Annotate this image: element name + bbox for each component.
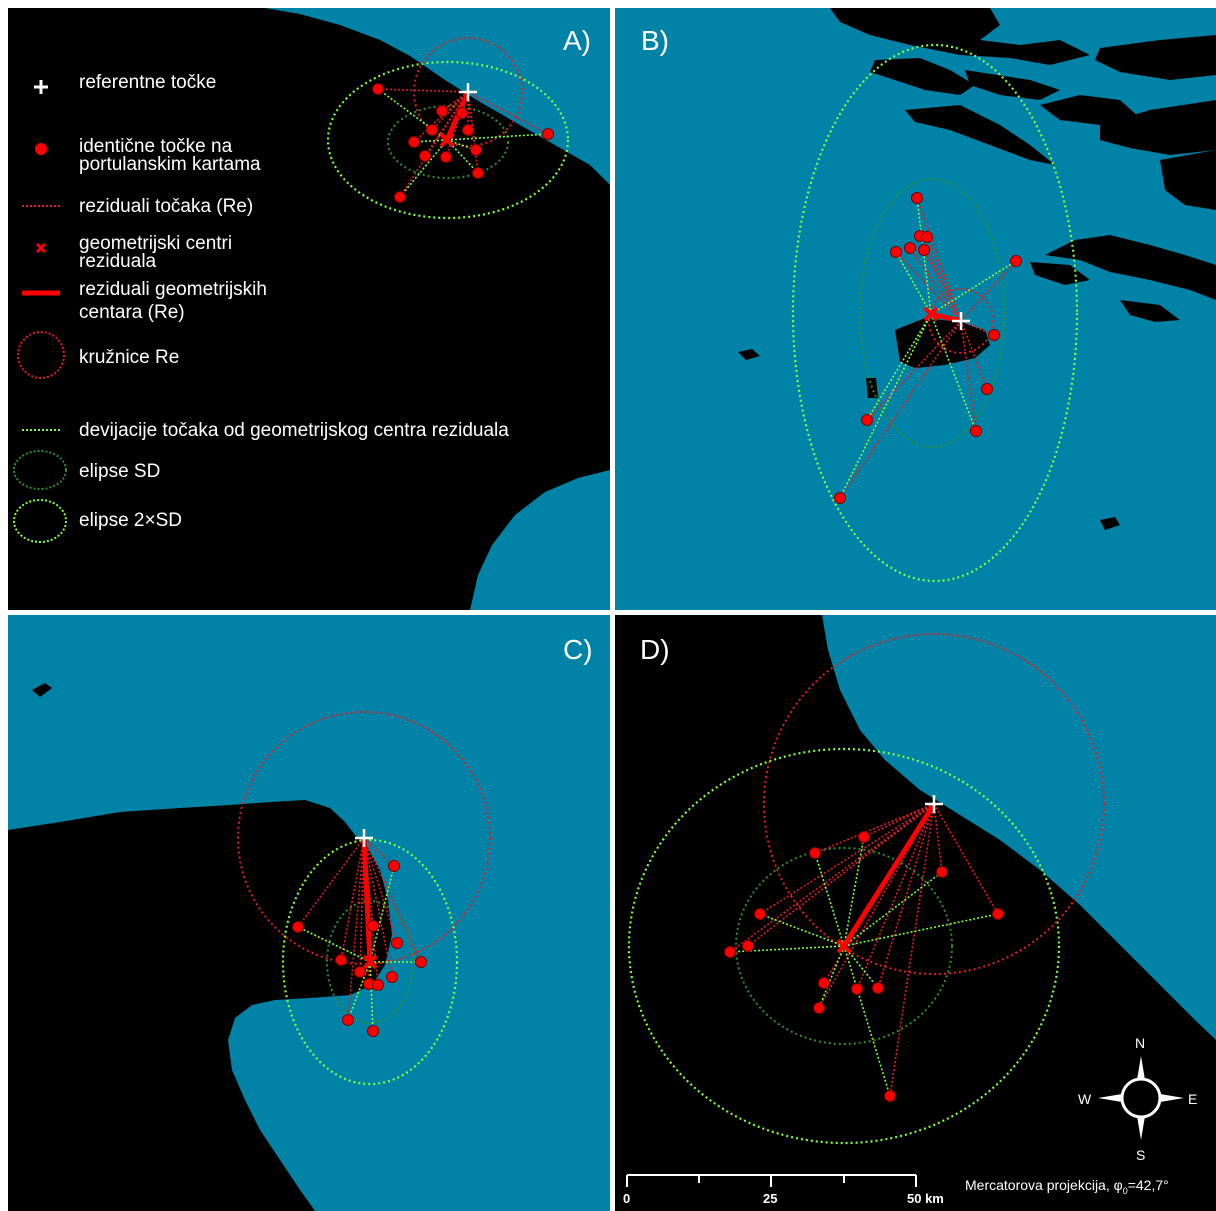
legend: referentne točke identične točke na port… xyxy=(13,72,509,543)
legend-2sd-ellipse-icon xyxy=(13,499,67,543)
ellipse-sd xyxy=(735,847,953,1045)
legend-text-dev: devijacije točaka od geometrijskog centr… xyxy=(79,420,509,441)
geometric-center-x xyxy=(362,954,378,970)
panel-label-d: D) xyxy=(640,634,670,665)
legend-text-rgeo1: reziduali geometrijskih xyxy=(79,279,267,300)
divider-vertical xyxy=(610,0,615,1211)
legend-text-circ: kružnice Re xyxy=(79,347,179,368)
legend-text-sd2: elipse 2×SD xyxy=(79,510,182,531)
deviation-lines xyxy=(839,197,1017,499)
legend-text-ref: referentne točke xyxy=(79,72,216,93)
compass-e-label: E xyxy=(1188,1091,1197,1107)
sea-area xyxy=(822,615,1216,1040)
panel-a: A) referentne točke identične točke na p… xyxy=(8,8,610,610)
deviation-lines xyxy=(297,865,421,1032)
panel-label-a: A) xyxy=(563,25,591,56)
compass-ring xyxy=(1120,1077,1162,1119)
ellipse-2sd xyxy=(627,747,1061,1145)
legend-text-geo1: geometrijski centri xyxy=(79,233,232,254)
ellipse-sd xyxy=(859,178,1005,448)
geometric-center-x xyxy=(439,132,455,148)
reference-point-cross xyxy=(952,312,970,330)
compass-n-label: N xyxy=(1135,1035,1145,1051)
deviation-lines xyxy=(729,836,999,1097)
legend-text-ident1: identične točke na xyxy=(79,136,233,157)
legend-text-resid: reziduali točaka (Re) xyxy=(79,196,253,217)
scale-label-50: 50 km xyxy=(907,1191,944,1206)
scale-label-0: 0 xyxy=(623,1191,630,1206)
geometric-center-x xyxy=(923,306,939,322)
legend-text-geo2: reziduala xyxy=(79,251,157,272)
scale-label-25: 25 xyxy=(763,1191,777,1206)
legend-sd-ellipse-icon xyxy=(13,450,67,490)
sea-area xyxy=(470,470,610,610)
panel-c: C) xyxy=(8,615,610,1211)
identical-points xyxy=(724,831,1004,1102)
residual-circle xyxy=(413,37,523,147)
compass-w-label: W xyxy=(1078,1091,1092,1107)
legend-red-x-icon xyxy=(35,242,47,254)
legend-text-sd: elipse SD xyxy=(79,461,160,482)
panel-label-c: C) xyxy=(563,634,593,665)
reference-point-cross xyxy=(459,83,477,101)
legend-red-circle-icon xyxy=(17,331,65,379)
legend-text-rgeo2: centara (Re) xyxy=(79,302,185,323)
ellipse-2sd xyxy=(281,838,459,1086)
compass-s-label: S xyxy=(1136,1147,1145,1163)
identical-points xyxy=(292,860,427,1037)
ellipse-2sd xyxy=(326,60,570,220)
land xyxy=(8,800,392,1211)
reference-point-cross xyxy=(355,829,373,847)
panel-d: D) N S E W 0 25 50 km Mercatorova projek… xyxy=(615,615,1216,1211)
ellipse-sd xyxy=(387,105,509,179)
projection-note: Mercatorova projekcija, φ0=42,7° xyxy=(965,1177,1169,1196)
sea xyxy=(615,8,1216,610)
legend-text-ident2: portulanskim kartama xyxy=(79,154,261,175)
legend-cross-icon xyxy=(34,80,48,94)
reference-point-cross xyxy=(925,795,943,813)
geometric-center-x xyxy=(836,938,852,954)
scale-bar xyxy=(626,1174,917,1187)
center-residual-line xyxy=(841,802,937,948)
residual-circle xyxy=(928,288,994,354)
sea-area xyxy=(265,8,610,185)
residual-circle xyxy=(763,633,1105,975)
ellipse-sd xyxy=(326,900,414,1024)
islet xyxy=(32,683,52,697)
compass-rose: N S E W xyxy=(1078,1035,1197,1163)
residual-lines xyxy=(839,197,1017,499)
residual-circle xyxy=(237,711,491,965)
identical-points xyxy=(834,192,1022,504)
center-residual-line xyxy=(361,837,373,963)
panel-label-b: B) xyxy=(641,25,669,56)
identical-points xyxy=(372,83,554,203)
divider-horizontal xyxy=(0,610,1216,615)
islands xyxy=(738,8,1216,530)
legend-red-dot-icon xyxy=(35,143,47,155)
panel-b: B) xyxy=(615,8,1216,610)
ellipse-2sd xyxy=(791,43,1079,583)
